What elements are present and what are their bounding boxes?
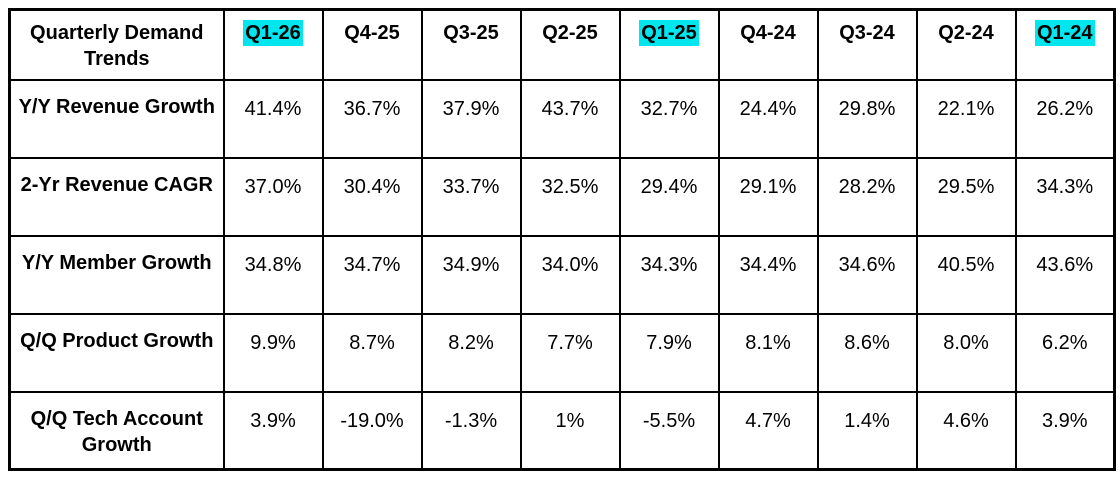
column-header-q2-25: Q2-25 [519,8,621,81]
value-cell: 29.4% [618,156,720,237]
value-cell: 43.6% [1014,234,1116,315]
value-cell: 8.0% [915,312,1017,393]
table-row: Y/Y Member Growth 34.8% 34.7% 34.9% 34.0% 34… [8,234,1116,315]
column-header-label: Q2-25 [542,22,598,44]
header-row: Quarterly Demand Trends Q1-26 Q4-25 Q3-2… [8,8,1116,81]
value-cell: 3.9% [1014,390,1116,471]
quarterly-demand-trends-table-container: Quarterly Demand Trends Q1-26 Q4-25 Q3-2… [8,8,1116,471]
table-row: Q/Q Tech Account Growth 3.9% -19.0% -1.3% 1… [8,390,1116,471]
column-header-label: Q3-24 [839,22,895,44]
table-title: Quarterly Demand Trends [30,22,204,70]
value-cell: 1.4% [816,390,918,471]
table-row: Q/Q Product Growth 9.9% 8.7% 8.2% 7.7% 7.9% 8… [8,312,1116,393]
value-cell: 32.5% [519,156,621,237]
value-cell: 32.7% [618,78,720,159]
value-cell: 34.7% [321,234,423,315]
row-label-cell: Y/Y Member Growth [8,234,225,315]
row-label: Q/Q Tech Account Growth [30,407,203,456]
column-header-label: Q1-26 [243,20,303,46]
value-cell: 29.1% [717,156,819,237]
value-cell: 34.6% [816,234,918,315]
value-cell: 34.3% [1014,156,1116,237]
value-cell: 24.4% [717,78,819,159]
value-cell: -1.3% [420,390,522,471]
table-title-cell: Quarterly Demand Trends [8,8,225,81]
value-cell: 22.1% [915,78,1017,159]
value-cell: 4.6% [915,390,1017,471]
column-header-label: Q2-24 [938,22,994,44]
column-header-q3-24: Q3-24 [816,8,918,81]
column-header-q1-25: Q1-25 [618,8,720,81]
value-cell: 8.1% [717,312,819,393]
value-cell: 8.2% [420,312,522,393]
value-cell: 37.9% [420,78,522,159]
value-cell: 28.2% [816,156,918,237]
row-label: Q/Q Product Growth [20,329,214,352]
row-label-cell: Q/Q Tech Account Growth [8,390,225,471]
value-cell: 8.6% [816,312,918,393]
value-cell: 6.2% [1014,312,1116,393]
value-cell: 7.7% [519,312,621,393]
value-cell: 34.9% [420,234,522,315]
quarterly-demand-trends-table: Quarterly Demand Trends Q1-26 Q4-25 Q3-2… [8,8,1116,471]
value-cell: 33.7% [420,156,522,237]
column-header-label: Q4-24 [740,22,796,44]
column-header-label: Q3-25 [443,22,499,44]
column-header-label: Q1-24 [1034,20,1095,46]
value-cell: 30.4% [321,156,423,237]
row-label-cell: Q/Q Product Growth [8,312,225,393]
column-header-label: Q1-25 [639,20,699,46]
value-cell: 43.7% [519,78,621,159]
value-cell: 29.5% [915,156,1017,237]
column-header-q2-24: Q2-24 [915,8,1017,81]
value-cell: 41.4% [222,78,324,159]
value-cell: 7.9% [618,312,720,393]
row-label: Y/Y Revenue Growth [18,95,215,118]
table-row: 2-Yr Revenue CAGR 37.0% 30.4% 33.7% 32.5% 29… [8,156,1116,237]
value-cell: 8.7% [321,312,423,393]
row-label-cell: 2-Yr Revenue CAGR [8,156,225,237]
table-row: Y/Y Revenue Growth 41.4% 36.7% 37.9% 43.7% 3… [8,78,1116,159]
column-header-q3-25: Q3-25 [420,8,522,81]
value-cell: 3.9% [222,390,324,471]
column-header-q1-24: Q1-24 [1014,8,1116,81]
column-header-q4-24: Q4-24 [717,8,819,81]
column-header-label: Q4-25 [344,22,400,44]
column-header-q4-25: Q4-25 [321,8,423,81]
value-cell: 37.0% [222,156,324,237]
value-cell: 9.9% [222,312,324,393]
value-cell: 34.0% [519,234,621,315]
row-label: 2-Yr Revenue CAGR [20,173,213,196]
row-label: Y/Y Member Growth [21,251,212,274]
value-cell: 1% [519,390,621,471]
value-cell: 40.5% [915,234,1017,315]
column-header-q1-26: Q1-26 [222,8,324,81]
value-cell: -5.5% [618,390,720,471]
value-cell: 34.8% [222,234,324,315]
value-cell: 34.4% [717,234,819,315]
row-label-cell: Y/Y Revenue Growth [8,78,225,159]
value-cell: 34.3% [618,234,720,315]
value-cell: 4.7% [717,390,819,471]
value-cell: 36.7% [321,78,423,159]
value-cell: 26.2% [1014,78,1116,159]
value-cell: 29.8% [816,78,918,159]
value-cell: -19.0% [321,390,423,471]
